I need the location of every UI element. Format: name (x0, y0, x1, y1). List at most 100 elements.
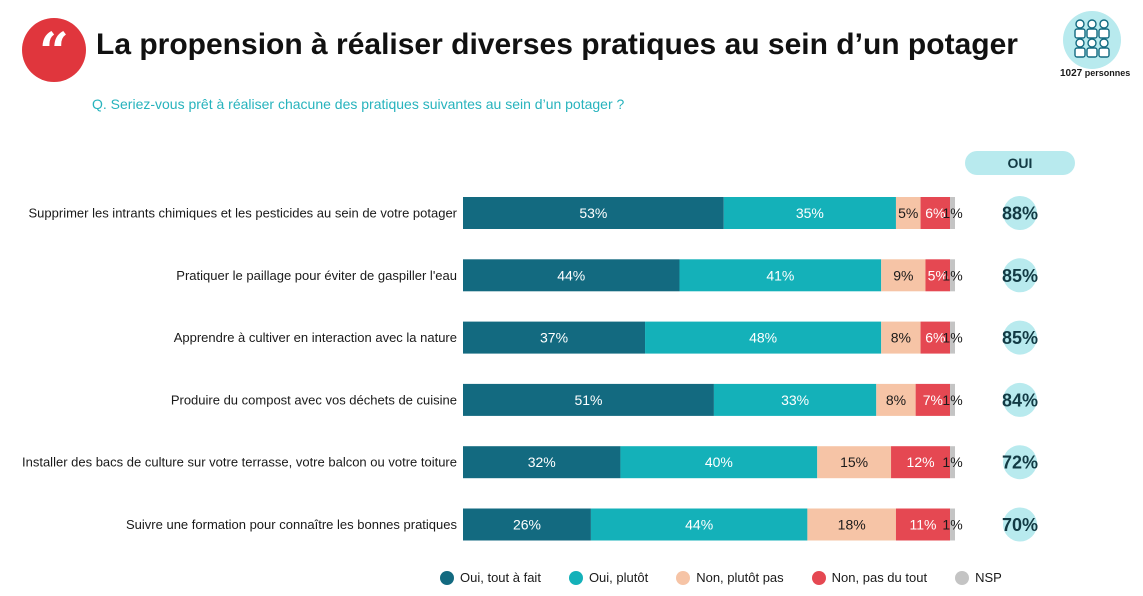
data-label: 1% (942, 517, 962, 533)
bar-segment (713, 383, 877, 416)
data-label: 5% (928, 267, 948, 283)
bar-segment (463, 259, 680, 292)
bar-segment (881, 259, 926, 292)
bar-segment (463, 321, 646, 354)
data-label: 41% (766, 267, 794, 283)
bar-segment (920, 321, 951, 354)
oui-total-label: 88% (1002, 204, 1038, 224)
bar-segment (950, 446, 955, 479)
quote-icon: “ (39, 22, 69, 83)
bar-segment (620, 446, 818, 479)
bar-segment (590, 508, 808, 541)
data-label: 5% (898, 205, 918, 221)
bar-segment (807, 508, 896, 541)
bar-segment (723, 197, 896, 229)
legend-label: Oui, plutôt (588, 570, 649, 585)
legend-swatch (568, 570, 583, 585)
bar-segment (876, 383, 916, 416)
bar-segment (463, 197, 724, 229)
legend-item-non-plutot-pas: Non, plutôt pas (676, 570, 784, 585)
oui-total-label: 84% (1002, 390, 1038, 410)
legend-label: NSP (975, 570, 1002, 585)
bar-segment (463, 446, 621, 479)
data-label: 35% (796, 205, 824, 221)
bar-segment (950, 197, 955, 229)
sample-size-label: personnes (1084, 68, 1131, 78)
data-label: 1% (942, 392, 962, 408)
data-label: 1% (942, 330, 962, 346)
sample-size-number: 1027 (1060, 68, 1083, 79)
data-label: 1% (942, 267, 962, 283)
question-text: Q. Seriez-vous prêt à réaliser chacune d… (92, 96, 625, 112)
data-label: 8% (891, 330, 911, 346)
page-title: La propension à réaliser diverses pratiq… (96, 28, 1018, 61)
legend-swatch (676, 570, 691, 585)
legend-item-oui-tout-a-fait: Oui, tout à fait (440, 570, 541, 585)
quote-logo: “ (22, 18, 86, 83)
legend-label: Non, pas du tout (831, 570, 928, 585)
bar-segment (950, 383, 955, 416)
oui-total-bubble (1003, 196, 1037, 230)
data-label: 53% (579, 205, 607, 221)
legend-swatch (440, 570, 454, 585)
data-label: 11% (910, 517, 937, 533)
data-label: 9% (893, 267, 913, 283)
bar-segment (463, 383, 714, 416)
data-label: 37% (540, 330, 568, 346)
bar-segment (925, 259, 951, 292)
data-label: 6% (925, 330, 945, 346)
data-label: 18% (838, 517, 866, 533)
category-label: Supprimer les intrants chimiques et les … (29, 206, 458, 221)
data-label: 12% (907, 454, 935, 470)
data-label: 6% (925, 205, 945, 221)
data-label: 8% (886, 392, 906, 408)
people-group-icon (1063, 11, 1121, 69)
data-label: 1% (942, 454, 962, 470)
legend-swatch (955, 570, 970, 585)
oui-column-header: OUI (965, 151, 1075, 175)
data-label: 33% (781, 392, 809, 408)
data-label: 15% (840, 454, 868, 470)
data-label: 1% (942, 205, 962, 221)
bar-segment (950, 321, 955, 354)
category-label: Produire du compost avec vos déchets de … (171, 392, 457, 407)
bar-segment (920, 197, 951, 229)
bar-segment (895, 508, 951, 541)
data-label: 32% (528, 454, 556, 470)
chart-legend: Oui, tout à fait Oui, plutôt Non, plutôt… (440, 570, 1030, 585)
bar-segment (950, 508, 955, 541)
data-label: 48% (749, 330, 777, 346)
legend-swatch (811, 570, 826, 585)
data-label: 26% (513, 517, 541, 533)
data-label: 44% (685, 517, 713, 533)
category-label: Suivre une formation pour connaître les … (126, 517, 457, 532)
bar-segment (891, 446, 951, 479)
data-label: 40% (705, 454, 733, 470)
legend-label: Oui, tout à fait (460, 570, 541, 585)
legend-item-oui-plutot: Oui, plutôt (568, 570, 649, 585)
oui-total-label: 70% (1002, 515, 1038, 535)
legend-item-non-pas-du-tout: Non, pas du tout (811, 570, 928, 585)
category-label: Pratiquer le paillage pour éviter de gas… (176, 268, 457, 283)
oui-total-label: 72% (1002, 453, 1038, 473)
legend-label: Non, plutôt pas (696, 570, 784, 585)
category-label: Installer des bacs de culture sur votre … (22, 455, 457, 470)
oui-total-bubble (1003, 258, 1037, 293)
bar-segment (950, 259, 955, 292)
data-label: 7% (923, 392, 943, 408)
data-label: 51% (574, 392, 602, 408)
bar-segment (881, 321, 921, 354)
category-label: Apprendre à cultiver en interaction avec… (174, 330, 457, 345)
bar-segment (645, 321, 882, 354)
bar-segment (817, 446, 892, 479)
bar-segment (895, 197, 921, 229)
oui-total-label: 85% (1002, 328, 1038, 348)
sample-size: 1027 personnes (1060, 68, 1130, 79)
bar-segment (915, 383, 951, 416)
bar-segment (463, 508, 591, 541)
legend-item-nsp: NSP (955, 570, 1002, 585)
bar-segment (679, 259, 882, 292)
oui-total-label: 85% (1002, 266, 1038, 286)
oui-total-bubble (1003, 445, 1037, 480)
